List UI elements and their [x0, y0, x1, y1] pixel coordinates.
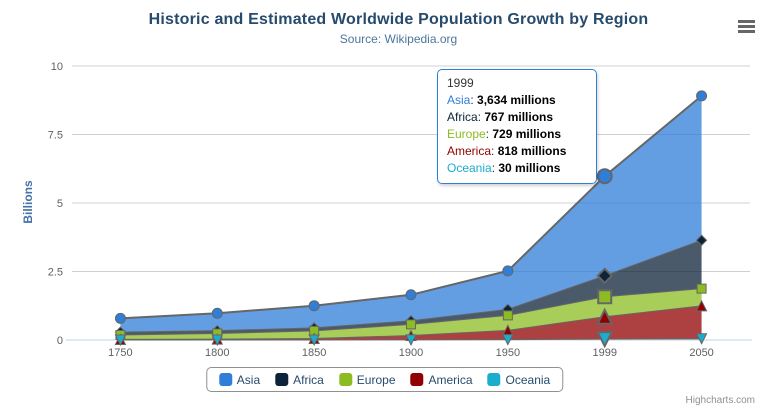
oceania-marker[interactable]	[596, 331, 614, 349]
legend-item-oceania[interactable]: Oceania	[487, 372, 551, 387]
y-axis-label: 7.5	[48, 130, 63, 142]
x-axis-label: 1950	[496, 347, 520, 359]
tooltip-row: Asia: 3,634 millions	[447, 92, 587, 109]
europe-marker[interactable]	[502, 310, 513, 321]
tooltip-row: America: 818 millions	[447, 143, 587, 160]
oceania-marker[interactable]	[308, 334, 320, 347]
asia-marker[interactable]	[405, 289, 417, 301]
tooltip-value: 818 millions	[497, 144, 567, 158]
legend: Asia Africa Europe America Oceania	[205, 367, 564, 392]
oceania-marker[interactable]	[114, 334, 127, 347]
y-axis-label: 2.5	[48, 267, 63, 279]
africa-area[interactable]	[120, 240, 702, 335]
legend-symbol-africa	[275, 373, 289, 386]
america-marker[interactable]	[596, 307, 614, 325]
africa-marker[interactable]	[596, 267, 614, 285]
hamburger-icon	[738, 30, 755, 33]
tooltip-separator: :	[491, 161, 499, 175]
legend-symbol-america	[410, 373, 424, 386]
legend-symbol-oceania	[487, 373, 501, 386]
tooltip-series-name: Asia	[447, 93, 471, 107]
europe-marker[interactable]	[696, 283, 707, 294]
hamburger-icon	[738, 25, 755, 28]
asia-area[interactable]	[120, 95, 702, 333]
europe-marker[interactable]	[597, 289, 613, 305]
hamburger-icon	[738, 20, 755, 23]
asia-marker[interactable]	[308, 300, 320, 312]
tooltip-series-name: America	[447, 144, 492, 158]
tooltip-separator: :	[491, 144, 498, 158]
tooltip-value: 3,634 millions	[477, 93, 556, 107]
tooltip-series-name: Oceania	[447, 161, 492, 175]
highcharts-credits[interactable]: Highcharts.com	[685, 395, 755, 406]
x-axis-label: 1750	[108, 347, 132, 359]
tooltip-value: 30 millions	[498, 161, 561, 175]
legend-item-africa[interactable]: Africa	[275, 373, 324, 387]
legend-item-america[interactable]: America	[410, 372, 473, 387]
tooltip: 1999 Asia: 3,634 millions Africa: 767 mil…	[437, 69, 597, 184]
legend-symbol-asia	[218, 373, 232, 386]
europe-marker[interactable]	[406, 319, 416, 330]
tooltip-header: 1999	[447, 76, 474, 90]
legend-item-label: Oceania	[505, 372, 551, 387]
chart-title: Historic and Estimated Worldwide Populat…	[148, 11, 649, 28]
export-menu-button[interactable]	[738, 20, 755, 35]
tooltip-series-name: Europe	[447, 127, 486, 141]
tooltip-series-name: Africa	[447, 110, 478, 124]
oceania-marker[interactable]	[695, 333, 708, 345]
x-axis-label: 1850	[302, 347, 326, 359]
tooltip-separator: :	[470, 93, 478, 107]
oceania-marker[interactable]	[211, 334, 224, 347]
legend-item-asia[interactable]: Asia	[218, 372, 261, 387]
x-axis-label: 1800	[205, 347, 229, 359]
asia-marker[interactable]	[502, 265, 514, 277]
legend-item-label: Europe	[356, 372, 396, 387]
asia-marker[interactable]	[596, 168, 613, 185]
tooltip-row: Oceania: 30 millions	[447, 160, 587, 177]
chart-subtitle: Source: Wikipedia.org	[339, 32, 458, 46]
tooltip-rows: Asia: 3,634 millions Africa: 767 millions…	[447, 92, 587, 177]
legend-item-europe[interactable]: Europe	[338, 372, 396, 387]
tooltip-row: Europe: 729 millions	[447, 126, 587, 143]
y-axis-label: 5	[57, 198, 63, 210]
x-axis-label: 1900	[399, 347, 423, 359]
legend-symbol-europe	[338, 373, 352, 386]
legend-item-label: Asia	[236, 372, 261, 387]
america-area[interactable]	[120, 305, 702, 340]
asia-marker[interactable]	[696, 90, 708, 102]
x-axis-label: 2050	[689, 347, 713, 359]
asia-marker[interactable]	[211, 307, 223, 319]
tooltip-separator: :	[485, 127, 493, 141]
africa-marker[interactable]	[695, 234, 708, 246]
tooltip-value: 767 millions	[484, 110, 554, 124]
tooltip-separator: :	[477, 110, 485, 124]
legend-item-label: America	[428, 372, 473, 387]
asia-marker[interactable]	[114, 312, 126, 324]
y-axis-label: 0	[57, 335, 63, 347]
oceania-marker[interactable]	[502, 334, 514, 346]
x-axis-label: 1999	[592, 347, 616, 359]
oceania-marker[interactable]	[405, 334, 417, 346]
legend-item-label: Africa	[293, 372, 324, 387]
y-axis-label: 10	[51, 61, 63, 73]
tooltip-value: 729 millions	[492, 127, 562, 141]
america-marker[interactable]	[695, 299, 708, 312]
tooltip-row: Africa: 767 millions	[447, 109, 587, 126]
